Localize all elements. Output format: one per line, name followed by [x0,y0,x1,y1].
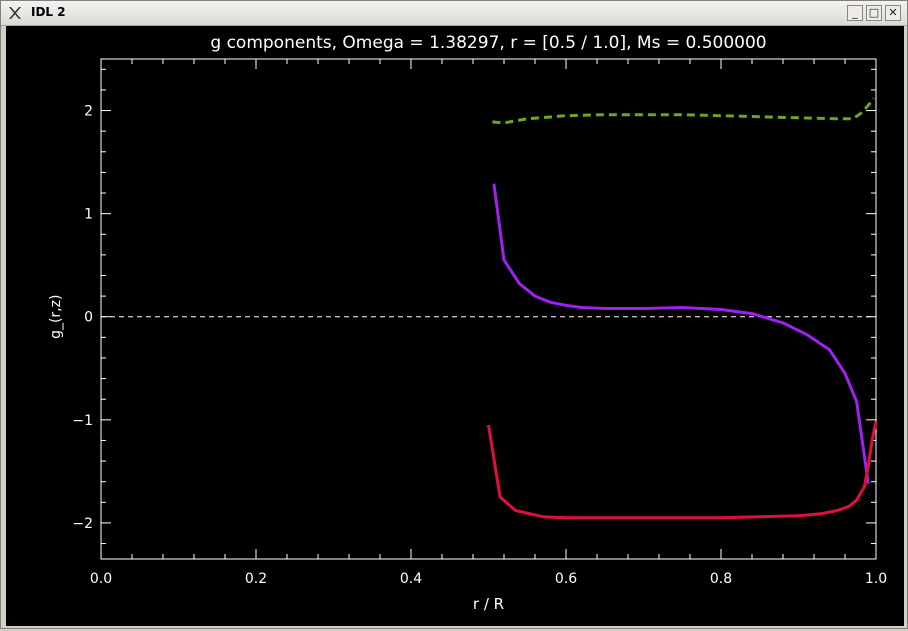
x-tick-label: 0.4 [400,571,422,587]
title-bar[interactable]: IDL 2 _ □ ✕ [1,1,907,26]
y-tick-label: 2 [84,104,93,120]
y-axis-label: g_(r,z) [48,295,64,339]
series-line-1 [492,183,870,484]
x-tick-label: 0.8 [710,571,732,587]
x-tick-label: 1.0 [865,571,887,587]
close-button[interactable]: ✕ [885,5,901,21]
window-title: IDL 2 [31,5,66,19]
x-axis-label: r / R [473,595,504,613]
maximize-icon: □ [868,6,880,19]
y-tick-label: 0 [84,310,93,326]
series-line-2 [487,421,878,520]
chart-title: g components, Omega = 1.38297, r = [0.5 … [210,33,766,53]
x-tick-label: 0.0 [90,571,112,587]
x-tick-label: 0.2 [245,571,267,587]
maximize-button[interactable]: □ [866,5,882,21]
minimize-button[interactable]: _ [847,5,863,21]
plot-canvas: 0.0 0.2 0.4 0.6 0.8 1.0 −2 −1 0 1 2 g components, O… [6,26,904,626]
y-tick-label: −1 [72,413,93,429]
series-line-0 [492,97,875,125]
chart-svg: 0.0 0.2 0.4 0.6 0.8 1.0 −2 −1 0 1 2 g components, O… [48,33,887,613]
y-tick-label: 1 [84,207,93,223]
x-tick-label: 0.6 [555,571,577,587]
minimize-icon: _ [852,6,858,19]
x-logo-icon[interactable] [7,5,23,21]
close-icon: ✕ [888,6,898,19]
y-tick-label: −2 [72,516,93,532]
plot-frame [100,58,877,560]
